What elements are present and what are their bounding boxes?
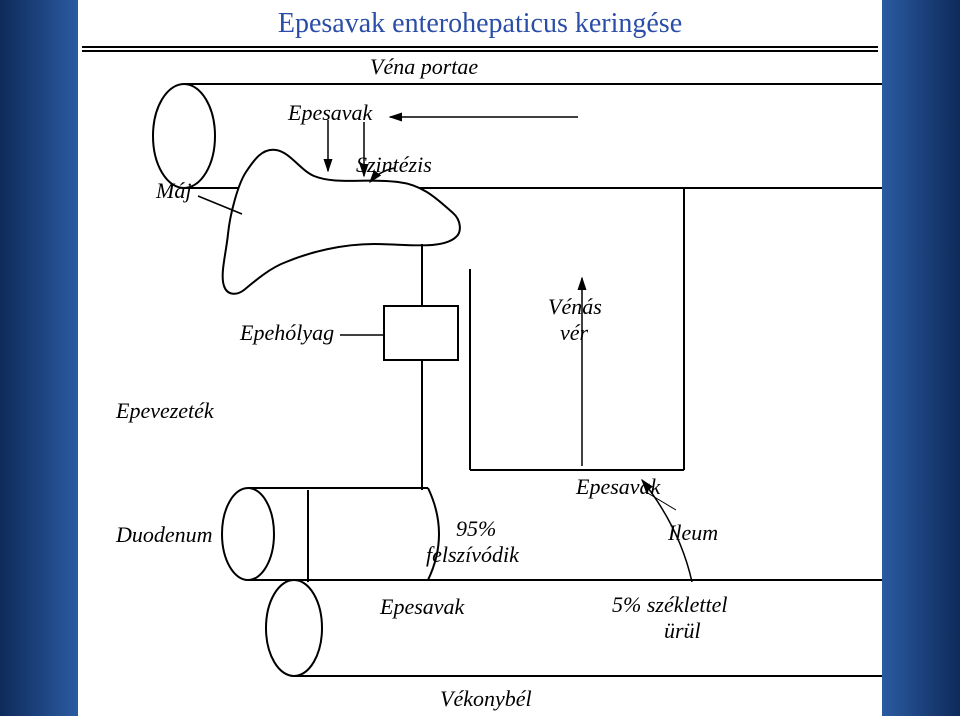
label-epeholyag: Epehólyag <box>240 320 334 346</box>
label-duodenum: Duodenum <box>116 522 213 548</box>
label-urul: ürül <box>664 618 701 644</box>
label-95: 95% <box>456 516 496 542</box>
label-vekonybel: Vékonybél <box>440 686 532 712</box>
label-ileum: Ileum <box>668 520 718 546</box>
label-epesavak-top: Epesavak <box>288 100 372 126</box>
label-5percent: 5% széklettel <box>612 592 727 618</box>
label-vena-portae: Véna portae <box>370 54 478 80</box>
label-epesavak-bottom: Epesavak <box>380 594 464 620</box>
label-szintezis: Szintézis <box>356 152 432 178</box>
label-maj: Máj <box>156 178 191 204</box>
slide-content: Epesavak enterohepaticus keringése <box>78 0 882 716</box>
label-ver: vér <box>560 320 588 346</box>
label-venas: Vénás <box>548 294 602 320</box>
diagram-svg <box>78 0 882 716</box>
label-felszivodik: felszívódik <box>426 542 519 568</box>
label-epevezetek: Epevezeték <box>116 398 214 424</box>
label-epesavak-mid: Epesavak <box>576 474 660 500</box>
